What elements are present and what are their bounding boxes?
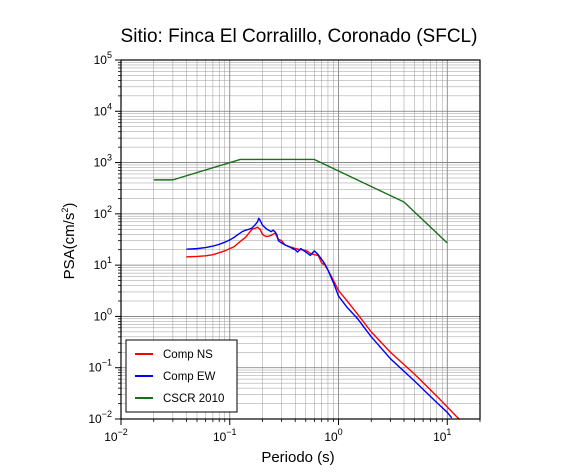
axis-ticks: 10−2 10−1 100 101 10−2 10−1 100 101 102 103 104 105 [88,50,481,444]
x-tick-label: 10−2 [104,427,128,444]
y-tick-label: 101 [94,255,112,272]
series-line-3 [153,158,448,244]
series-line-2 [186,217,453,419]
legend-label-3: CSCR 2010 [163,393,224,405]
y-tick-label: 105 [94,50,112,67]
grid-lines [120,59,481,420]
legend-label-2: Comp EW [163,371,216,383]
chart-title: Sitio: Finca El Corralillo, Coronado (SF… [121,26,478,47]
x-tick-label: 100 [324,427,342,444]
x-tick-label: 101 [433,427,451,444]
series-line-1 [186,226,461,420]
y-tick-label: 10−2 [88,409,112,426]
plot-frame [120,59,481,420]
x-tick-label: 10−1 [213,427,237,444]
x-axis-label: Periodo (s) [261,449,334,466]
y-axis-label: PSA(cm/s2) [60,203,78,280]
y-tick-label: 102 [94,204,112,221]
series-layer [153,158,461,420]
y-tick-label: 104 [94,101,112,118]
legend-label-1: Comp NS [163,349,213,361]
y-tick-label: 100 [94,306,112,323]
legend: Comp NS Comp EW CSCR 2010 [125,339,238,413]
y-tick-label: 10−1 [88,358,112,375]
y-tick-label: 103 [94,153,112,170]
